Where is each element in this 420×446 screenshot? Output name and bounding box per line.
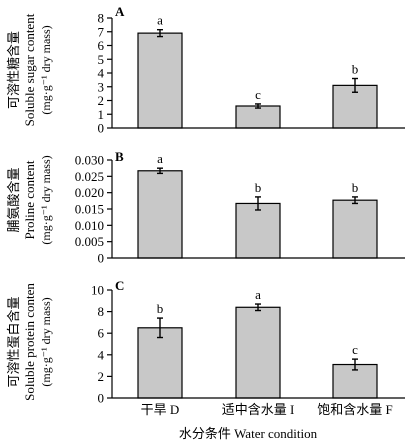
panel-a-ylabel-en: Soluble sugar content (22, 13, 37, 126)
panel-b-sig-letter-1: b (255, 180, 262, 195)
panel-b-sig-letter-0: a (157, 151, 163, 166)
panel-b-ylabel-en: Proline content (22, 160, 37, 239)
panel-a-ylabel-cn: 可溶性糖含量 (6, 31, 21, 109)
panel-b-bar-1 (235, 202, 281, 259)
panel-c-sig-letter-2: c (352, 342, 358, 357)
panel-c-y-tick-label-2: 4 (98, 347, 105, 362)
panel-b-error-bar-1 (255, 196, 261, 211)
x-category-label-0: 干旱 D (141, 402, 180, 417)
x-category-label-1: 适中含水量 I (222, 402, 295, 417)
panel-b-y-tick-label-1: 0.005 (75, 234, 104, 249)
panel-c-bar-0 (137, 327, 183, 399)
panel-a-y-tick-label-1: 1 (98, 107, 105, 122)
panel-a-y-tick-label-8: 8 (98, 11, 105, 26)
panel-a-y-tick-label-4: 4 (98, 66, 105, 81)
panel-b-y-tick-label-3: 0.015 (75, 202, 104, 217)
panel-c-y-tick-label-4: 8 (98, 304, 105, 319)
x-axis-title: 水分条件 Water condition (179, 426, 318, 441)
panel-a-soluble-sugar: A 可溶性糖含量 Soluble sugar content (mg·g⁻¹ d… (6, 4, 405, 136)
panel-c-y-tick-label-0: 0 (98, 391, 105, 406)
panel-a-y-tick-label-5: 5 (98, 52, 105, 67)
panel-c-letter: C (115, 278, 124, 293)
panel-a-letter: A (115, 4, 125, 19)
panel-b-y-tick-label-0: 0 (98, 251, 105, 266)
panel-a-y-tick-label-7: 7 (98, 24, 105, 39)
panel-a-y-tick-label-3: 3 (98, 79, 105, 94)
panel-c-y-tick-label-5: 10 (91, 283, 104, 298)
panel-b-bar-0 (137, 170, 183, 259)
panel-c-ylabel-en: Soluble protein conten (22, 283, 37, 401)
panel-b-ylabel-unit: (mg·g⁻¹ dry mass) (39, 155, 53, 244)
panel-b-proline: B 脯氨酸含量 Proline content (mg·g⁻¹ dry mass… (6, 149, 405, 266)
panel-b-sig-letter-2: b (352, 180, 359, 195)
panel-c-sig-letter-1: a (255, 287, 261, 302)
panel-c-error-bar-2 (352, 358, 358, 371)
panel-b-ylabel-cn: 脯氨酸含量 (6, 167, 21, 232)
panel-a-sig-letter-2: b (352, 62, 359, 77)
panel-a-ylabel-unit: (mg·g⁻¹ dry mass) (39, 25, 53, 114)
x-axis: 干旱 D 适中含水量 I 饱和含水量 F 水分条件 Water conditio… (141, 402, 393, 441)
panel-b-y-tick-label-2: 0.010 (75, 218, 104, 233)
panel-b-error-bar-2 (352, 196, 358, 205)
panel-a-error-bar-0 (157, 28, 163, 38)
panel-c-error-bar-0 (157, 317, 163, 339)
panel-a-y-tick-label-2: 2 (98, 93, 105, 108)
panel-a-bar-1 (235, 105, 281, 129)
panel-a-error-bar-2 (352, 77, 358, 93)
panel-c-sig-letter-0: b (157, 301, 164, 316)
panel-c-error-bar-1 (255, 303, 261, 312)
panel-b-bar-2 (332, 199, 378, 259)
panel-b-y-tick-label-6: 0.030 (75, 153, 104, 168)
panel-a-y-tick-label-0: 0 (98, 121, 105, 136)
panel-b-y-tick-label-5: 0.025 (75, 169, 104, 184)
x-category-label-2: 饱和含水量 F (317, 402, 392, 417)
panel-b-letter: B (115, 149, 124, 164)
panel-b-error-bar-0 (157, 167, 163, 175)
panel-c-y-tick-label-3: 6 (98, 326, 105, 341)
panel-a-error-bar-1 (255, 103, 261, 109)
panel-c-ylabel-cn: 可溶性蛋白含量 (6, 296, 21, 387)
panel-a-bar-0 (137, 32, 183, 129)
panel-b-y-tick-label-4: 0.020 (75, 185, 104, 200)
panel-a-sig-letter-0: a (157, 13, 163, 28)
panel-c-ylabel-unit: (mg·g⁻¹ dry mass) (39, 297, 53, 386)
panel-a-y-tick-label-6: 6 (98, 38, 105, 53)
panel-c-soluble-protein: C 可溶性蛋白含量 Soluble protein conten (mg·g⁻¹… (6, 278, 405, 406)
panel-c-y-tick-label-1: 2 (98, 369, 105, 384)
panel-a-sig-letter-1: c (255, 87, 261, 102)
panel-c-bar-1 (235, 306, 281, 399)
